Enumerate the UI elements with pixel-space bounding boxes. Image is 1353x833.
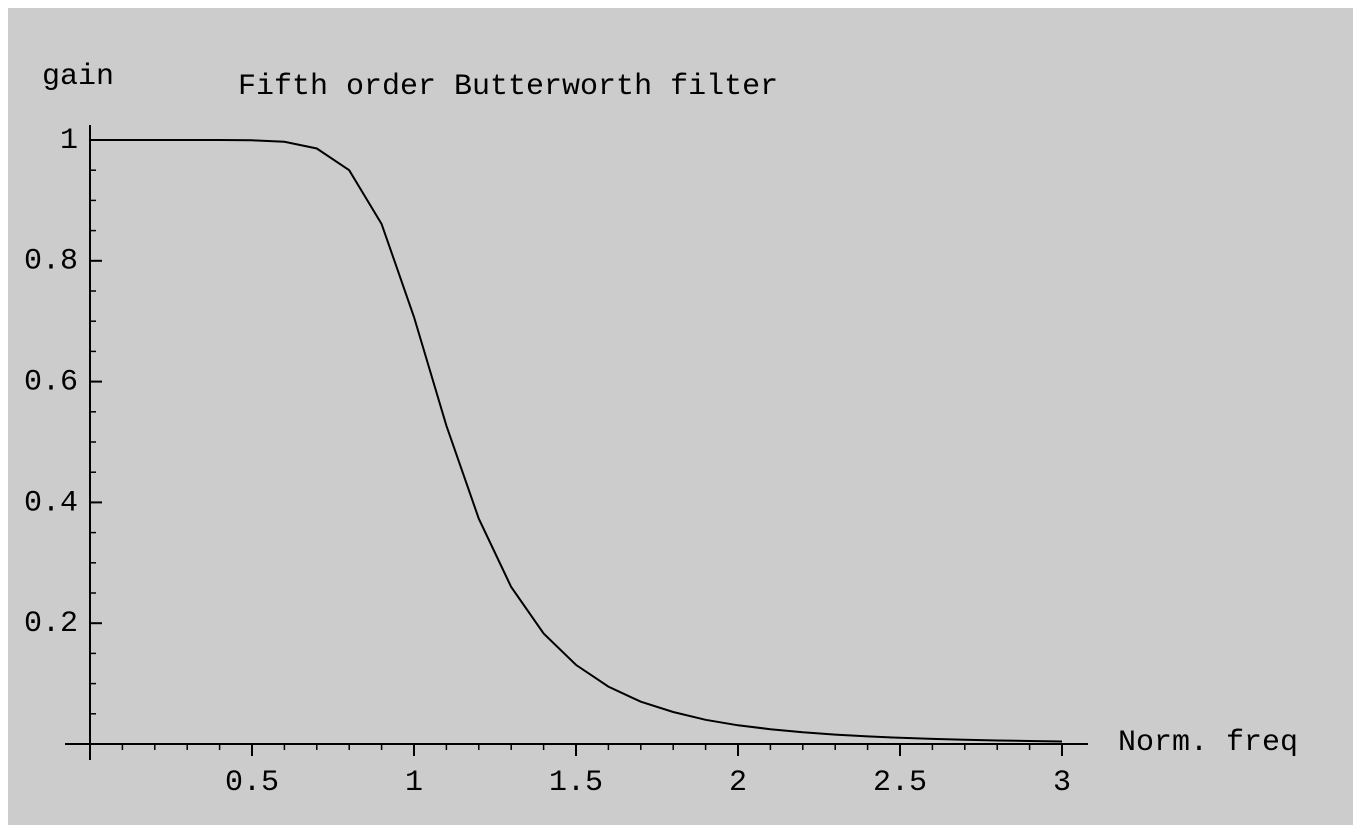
y-tick-label: 0.8	[24, 245, 78, 279]
x-tick-label: 2	[729, 766, 747, 800]
y-tick-label: 0.6	[24, 366, 78, 400]
x-tick-label: 1.5	[549, 766, 603, 800]
x-tick-label: 0.5	[225, 766, 279, 800]
y-tick-label: 0.2	[24, 607, 78, 641]
y-axis-label: gain	[42, 60, 114, 94]
y-tick-label: 0.4	[24, 486, 78, 520]
x-axis-label: Norm. freq	[1118, 726, 1298, 760]
y-tick-label: 1	[60, 124, 78, 158]
gain-curve	[90, 139, 1063, 743]
plot-background	[8, 8, 1353, 825]
x-tick-label: 1	[405, 766, 423, 800]
x-tick-label: 3	[1053, 766, 1071, 800]
x-tick-label: 2.5	[873, 766, 927, 800]
chart-title: Fifth order Butterworth filter	[238, 70, 778, 104]
